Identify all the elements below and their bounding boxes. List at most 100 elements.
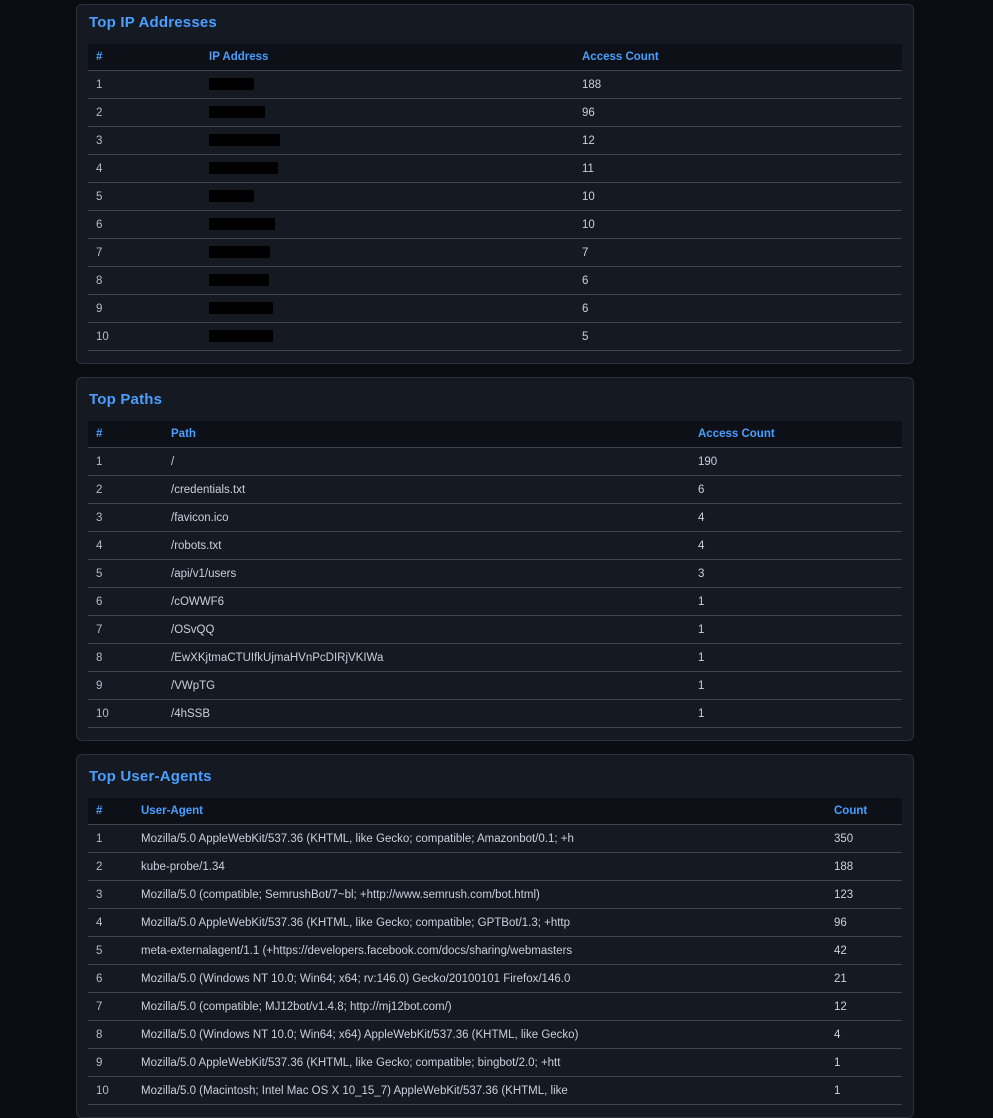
table-row: 2 96 — [88, 98, 902, 127]
top-ip-addresses-table: # IP Address Access Count 1 188 2 96 3 12 4 11 5… — [88, 44, 902, 351]
panel-title-top-paths: Top Paths — [89, 391, 163, 408]
row-rank: 2 — [88, 475, 163, 504]
row-count: 96 — [574, 98, 902, 127]
row-count: 12 — [574, 126, 902, 155]
row-count: 1 — [690, 615, 902, 644]
row-rank: 6 — [88, 210, 201, 239]
report-container: Top IP Addresses # IP Address Access Cou… — [76, 0, 914, 1118]
row-count: 1 — [690, 671, 902, 700]
column-header-rank: # — [88, 44, 201, 71]
table-header-row: # User-Agent Count — [88, 798, 902, 825]
top-user-agents-table: # User-Agent Count 1 Mozilla/5.0 AppleWeb… — [88, 798, 902, 1105]
row-count: 7 — [574, 238, 902, 267]
row-count: 1 — [826, 1048, 902, 1077]
row-value — [201, 126, 574, 155]
table-row: 6 Mozilla/5.0 (Windows NT 10.0; Win64; x6… — [88, 964, 902, 993]
row-rank: 5 — [88, 182, 201, 211]
table-row: 2/credentials.txt 6 — [88, 475, 902, 504]
panel-top-ip-addresses: Top IP Addresses # IP Address Access Cou… — [76, 4, 914, 364]
row-value — [201, 294, 574, 323]
row-value: Mozilla/5.0 AppleWebKit/537.36 (KHTML, l… — [133, 908, 826, 937]
row-rank: 9 — [88, 671, 163, 700]
panel-top-paths: Top Paths # Path Access Count 1/190 2/cre… — [76, 377, 914, 741]
row-value — [201, 70, 574, 99]
row-rank: 2 — [88, 852, 133, 881]
table-row: 1 188 — [88, 70, 902, 99]
redacted-value-bar — [209, 274, 269, 287]
row-count: 21 — [826, 964, 902, 993]
table-row: 1/190 — [88, 447, 902, 476]
table-row: 4 Mozilla/5.0 AppleWebKit/537.36 (KHTML, … — [88, 908, 902, 937]
row-value — [201, 182, 574, 211]
row-value: /robots.txt — [163, 531, 690, 560]
row-rank: 7 — [88, 992, 133, 1021]
column-header-user-agent: User-Agent — [133, 798, 826, 825]
row-value — [201, 210, 574, 239]
panel-top-user-agents: Top User-Agents # User-Agent Count 1 Mozi… — [76, 754, 914, 1118]
row-rank: 3 — [88, 880, 133, 909]
table-row: 4/robots.txt 4 — [88, 531, 902, 560]
table-row: 3 Mozilla/5.0 (compatible; SemrushBot/7~b… — [88, 880, 902, 909]
row-value: /EwXKjtmaCTUIfkUjmaHVnPcDIRjVKIWa — [163, 643, 690, 672]
row-value: /OSvQQ — [163, 615, 690, 644]
column-header-count: Count — [826, 798, 902, 825]
panel-title-top-ip-addresses: Top IP Addresses — [89, 14, 217, 31]
row-value — [201, 266, 574, 295]
row-value: / — [163, 447, 690, 476]
row-count: 350 — [826, 824, 902, 853]
row-rank: 8 — [88, 266, 201, 295]
row-rank: 4 — [88, 531, 163, 560]
panel-title-top-user-agents: Top User-Agents — [89, 768, 212, 785]
redacted-value-bar — [209, 246, 270, 259]
row-rank: 4 — [88, 908, 133, 937]
table-row: 7 Mozilla/5.0 (compatible; MJ12bot/v1.4.8… — [88, 992, 902, 1021]
top-paths-table: # Path Access Count 1/190 2/credentials.t… — [88, 421, 902, 728]
table-row: 9/VWpTG 1 — [88, 671, 902, 700]
row-count: 1 — [826, 1076, 902, 1105]
row-value: meta-externalagent/1.1 (+https://develop… — [133, 936, 826, 965]
row-value: Mozilla/5.0 AppleWebKit/537.36 (KHTML, l… — [133, 1048, 826, 1077]
row-rank: 4 — [88, 154, 201, 183]
table-row: 10 Mozilla/5.0 (Macintosh; Intel Mac OS X… — [88, 1076, 902, 1105]
redacted-value-bar — [209, 302, 273, 315]
row-rank: 1 — [88, 70, 201, 99]
row-rank: 7 — [88, 238, 201, 267]
row-value: Mozilla/5.0 (compatible; MJ12bot/v1.4.8;… — [133, 992, 826, 1021]
table-row: 3 12 — [88, 126, 902, 155]
row-value: kube-probe/1.34 — [133, 852, 826, 881]
column-header-rank: # — [88, 798, 133, 825]
row-rank: 8 — [88, 643, 163, 672]
row-count: 6 — [574, 294, 902, 323]
row-value: Mozilla/5.0 (Windows NT 10.0; Win64; x64… — [133, 964, 826, 993]
row-value: Mozilla/5.0 (Windows NT 10.0; Win64; x64… — [133, 1020, 826, 1049]
redacted-value-bar — [209, 162, 278, 175]
row-count: 190 — [690, 447, 902, 476]
row-count: 4 — [690, 503, 902, 532]
table-row: 5 10 — [88, 182, 902, 211]
table-row: 6 10 — [88, 210, 902, 239]
redacted-value-bar — [209, 330, 273, 343]
row-count: 4 — [690, 531, 902, 560]
table-row: 5 meta-externalagent/1.1 (+https://develo… — [88, 936, 902, 965]
table-header-row: # Path Access Count — [88, 421, 902, 448]
table-row: 1 Mozilla/5.0 AppleWebKit/537.36 (KHTML, … — [88, 824, 902, 853]
redacted-value-bar — [209, 218, 275, 231]
row-count: 1 — [690, 643, 902, 672]
redacted-value-bar — [209, 78, 254, 91]
row-value: /credentials.txt — [163, 475, 690, 504]
row-rank: 8 — [88, 1020, 133, 1049]
row-value — [201, 238, 574, 267]
row-count: 10 — [574, 210, 902, 239]
row-rank: 9 — [88, 294, 201, 323]
column-header-access-count: Access Count — [574, 44, 902, 71]
column-header-rank: # — [88, 421, 163, 448]
row-value — [201, 322, 574, 351]
row-count: 188 — [826, 852, 902, 881]
table-row: 5/api/v1/users 3 — [88, 559, 902, 588]
row-count: 188 — [574, 70, 902, 99]
row-count: 5 — [574, 322, 902, 351]
table-row: 8 Mozilla/5.0 (Windows NT 10.0; Win64; x6… — [88, 1020, 902, 1049]
row-rank: 10 — [88, 699, 163, 728]
